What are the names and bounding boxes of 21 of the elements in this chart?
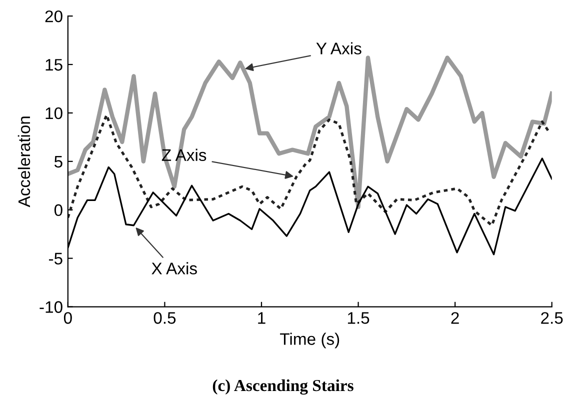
- annotation: Z Axis: [162, 148, 206, 162]
- y-tick-label: -5: [48, 252, 62, 265]
- line-series: [68, 114, 552, 227]
- y-tick-label: -10: [40, 301, 62, 313]
- x-tick-label: 2.5: [541, 312, 563, 324]
- y-tick-label: 5: [54, 156, 62, 168]
- annotation: X Axis: [152, 262, 197, 274]
- x-tick-label: 2: [451, 312, 459, 324]
- x-axis-title: Time (s): [280, 332, 340, 348]
- annotation: Y Axis: [316, 42, 362, 54]
- x-tick-label: 0.5: [154, 312, 176, 324]
- y-tick-label: 0: [54, 204, 62, 216]
- x-tick-label: 1: [258, 312, 266, 324]
- y-axis-title: Acceleration: [18, 116, 30, 208]
- x-tick-label: 1.5: [348, 312, 370, 324]
- y-tick-label: 20: [45, 10, 62, 22]
- y-tick-label: 10: [46, 107, 62, 120]
- text: (c) Ascending Stairs: [212, 379, 354, 395]
- line-series: [68, 56, 552, 210]
- x-tick-label: 0: [64, 312, 72, 324]
- y-tick-label: 15: [46, 59, 62, 71]
